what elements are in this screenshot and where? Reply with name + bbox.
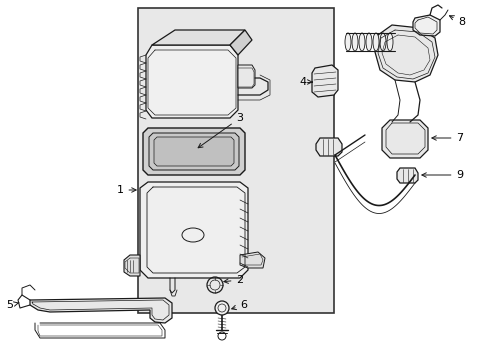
Polygon shape [149, 133, 239, 170]
Polygon shape [374, 25, 437, 82]
Polygon shape [412, 15, 439, 36]
Polygon shape [30, 298, 172, 323]
Ellipse shape [372, 33, 378, 51]
Polygon shape [240, 252, 264, 268]
Text: 9: 9 [421, 170, 463, 180]
Circle shape [215, 301, 228, 315]
Polygon shape [152, 30, 244, 45]
Text: 3: 3 [198, 113, 243, 148]
Polygon shape [142, 128, 244, 175]
Ellipse shape [379, 33, 385, 51]
Text: 1: 1 [116, 185, 136, 195]
Text: 5: 5 [6, 300, 19, 310]
Text: 2: 2 [224, 275, 243, 285]
Text: 8: 8 [448, 16, 465, 27]
Ellipse shape [386, 33, 392, 51]
Polygon shape [229, 30, 251, 55]
Text: 6: 6 [231, 300, 247, 310]
Text: 4: 4 [299, 77, 312, 87]
Bar [138, 8, 333, 313]
Ellipse shape [345, 33, 350, 51]
Polygon shape [311, 65, 337, 97]
Ellipse shape [351, 33, 357, 51]
Ellipse shape [365, 33, 371, 51]
Polygon shape [140, 182, 247, 278]
Polygon shape [396, 168, 417, 183]
Ellipse shape [358, 33, 364, 51]
Polygon shape [124, 255, 140, 276]
Text: 7: 7 [431, 133, 463, 143]
Polygon shape [315, 138, 341, 156]
Polygon shape [238, 65, 254, 88]
Polygon shape [381, 120, 427, 158]
Polygon shape [154, 137, 234, 166]
Polygon shape [146, 45, 238, 118]
